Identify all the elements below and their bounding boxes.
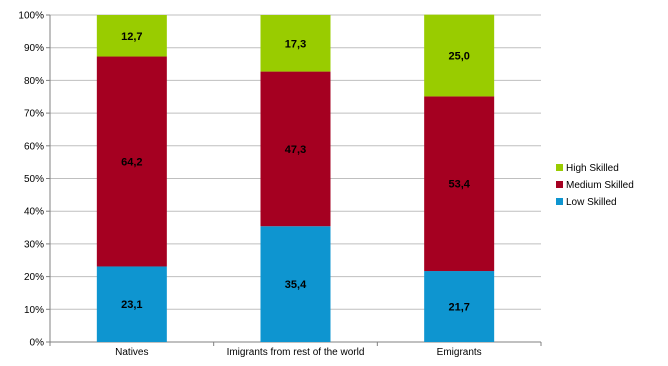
x-category-label: Imigrants from rest of the world: [227, 347, 365, 358]
bar-segment-high-skilled: [260, 15, 331, 72]
bar-segment-medium-skilled: [96, 56, 167, 267]
data-label: 23,1: [121, 299, 142, 311]
legend-swatch: [556, 181, 563, 188]
bar-segment-medium-skilled: [424, 96, 495, 272]
bar-segment-high-skilled: [96, 15, 167, 57]
y-tick-label: 30%: [24, 239, 44, 250]
bar-segment-low-skilled: [424, 271, 495, 342]
legend: High Skilled Medium Skilled Low Skilled: [556, 163, 634, 208]
y-tick-label: 90%: [24, 43, 44, 54]
y-tick-label: 80%: [24, 76, 44, 87]
y-tick-label: 20%: [24, 272, 44, 283]
bar-segment-low-skilled: [260, 226, 331, 342]
data-label: 35,4: [285, 279, 307, 291]
bar-segment-high-skilled: [424, 14, 495, 97]
bars: [96, 14, 495, 342]
data-label: 17,3: [285, 38, 306, 50]
data-label: 21,7: [448, 302, 469, 314]
data-labels: 23,1 64,2 12,7 35,4 47,3 17,3 21,7 53,4 25,0: [121, 31, 471, 314]
data-label: 53,4: [448, 179, 470, 191]
data-label: 47,3: [285, 144, 306, 156]
data-label: 12,7: [121, 31, 142, 43]
y-tick-label: 100%: [18, 11, 44, 22]
y-tick-label: 50%: [24, 174, 44, 185]
y-tick-label: 0%: [30, 338, 45, 349]
data-label: 25,0: [448, 51, 469, 63]
bar-segment-low-skilled: [96, 266, 167, 342]
y-tick-label: 60%: [24, 141, 44, 152]
y-tick-label: 10%: [24, 305, 44, 316]
x-category-label: Emigrants: [437, 347, 482, 358]
legend-swatch: [556, 164, 563, 171]
legend-label: High Skilled: [566, 163, 619, 174]
bar-segment-medium-skilled: [260, 71, 331, 227]
data-label: 64,2: [121, 156, 142, 168]
axes: 0% 10% 20% 30% 40% 50% 60% 70% 80% 90% 100% Natives…: [18, 11, 542, 358]
legend-label: Medium Skilled: [566, 180, 634, 191]
y-tick-label: 40%: [24, 207, 44, 218]
legend-swatch: [556, 198, 563, 205]
x-category-label: Natives: [115, 347, 148, 358]
legend-label: Low Skilled: [566, 197, 617, 208]
y-tick-label: 70%: [24, 109, 44, 120]
